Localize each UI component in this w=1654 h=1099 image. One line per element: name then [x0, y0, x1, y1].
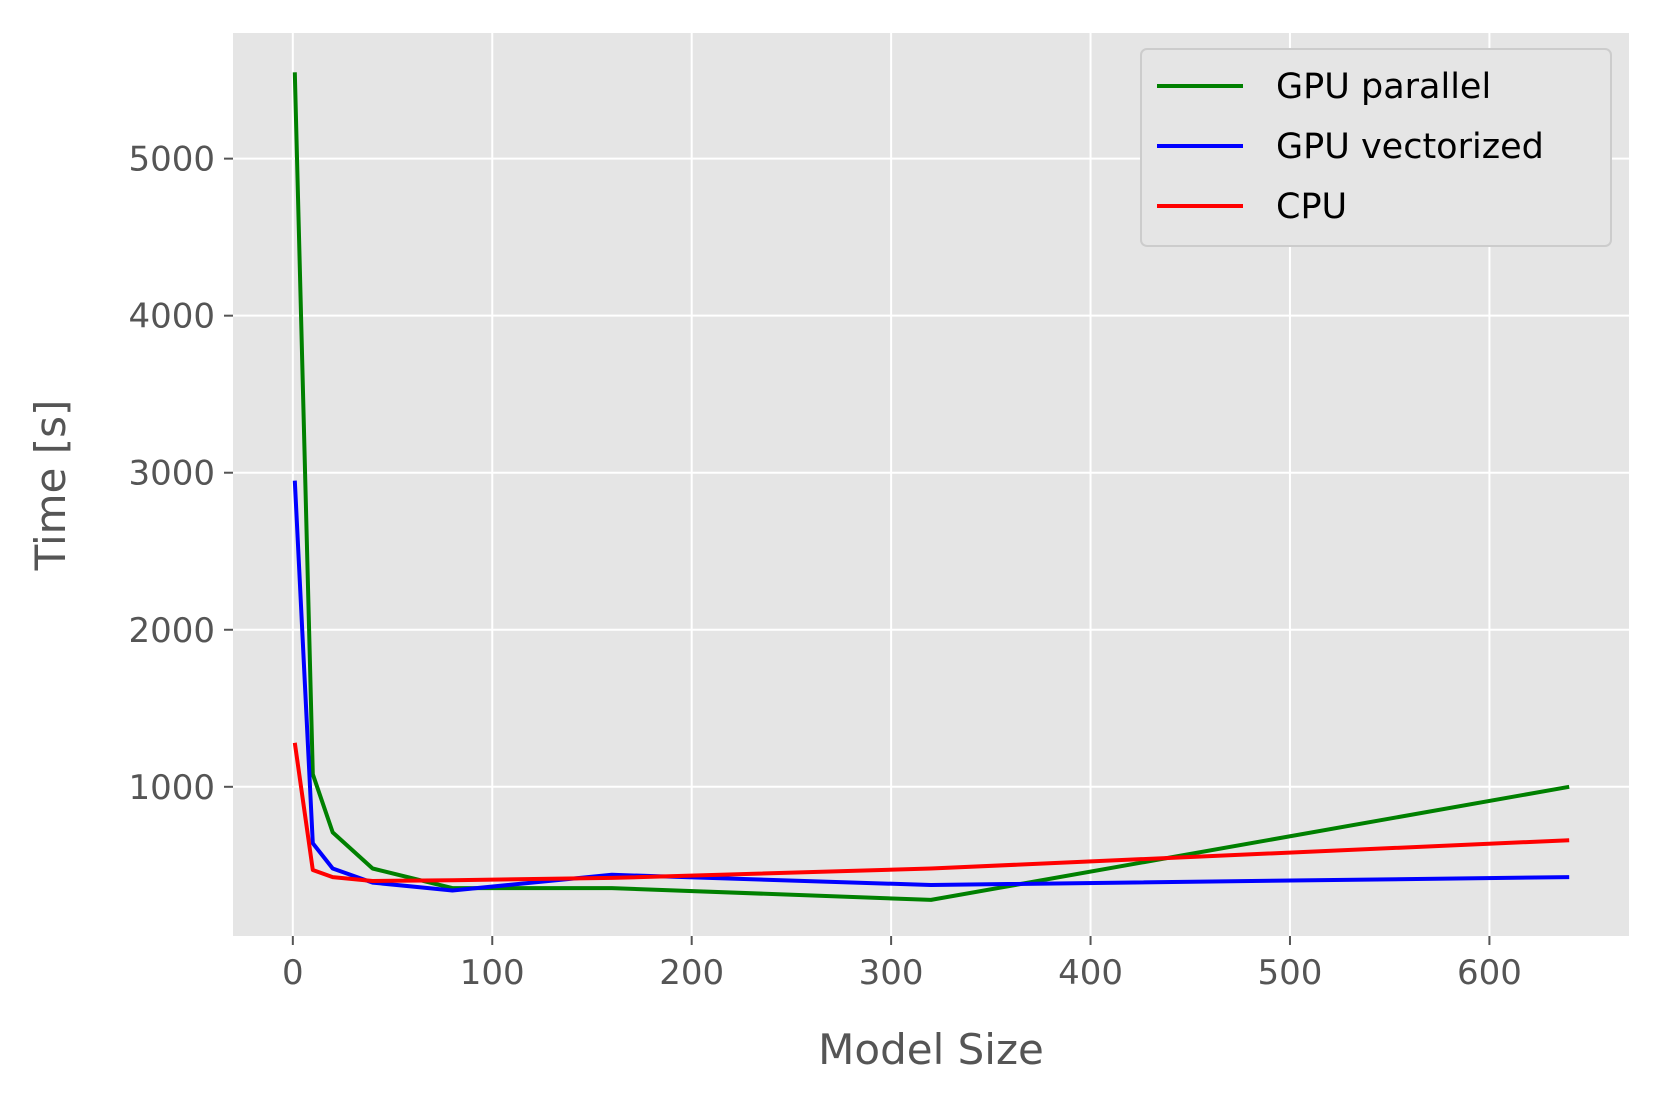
x-tick-label: 500 — [1258, 953, 1323, 993]
y-tick-label: 4000 — [128, 297, 215, 337]
series-lines — [292, 72, 1570, 902]
series-line-gpu-vectorized — [292, 480, 1570, 893]
x-tick-label: 100 — [460, 953, 525, 993]
legend-label-gpu-vectorized: GPU vectorized — [1276, 127, 1544, 167]
grid-lines — [233, 33, 1629, 936]
x-tick-label: 600 — [1457, 953, 1522, 993]
x-tick-label: 200 — [659, 953, 724, 993]
y-axis-label: Time [s] — [26, 400, 75, 572]
x-tick-label: 0 — [282, 953, 304, 993]
x-axis-label: Model Size — [818, 1025, 1044, 1074]
x-tick-label: 300 — [859, 953, 924, 993]
axis-ticks: 0 100 200 300 400 500 600 1000 2000 3000 4000 5000 — [128, 140, 1521, 993]
legend-label-cpu: CPU — [1276, 187, 1347, 227]
y-tick-label: 5000 — [128, 140, 215, 180]
legend-box — [1140, 48, 1612, 247]
legend-label-gpu-parallel: GPU parallel — [1276, 67, 1491, 107]
x-tick-label: 400 — [1058, 953, 1123, 993]
series-line-cpu — [292, 742, 1570, 883]
y-tick-label: 1000 — [128, 768, 215, 808]
y-tick-label: 2000 — [128, 611, 215, 651]
legend: GPU parallel GPU vectorized CPU — [1140, 48, 1612, 247]
y-tick-label: 3000 — [128, 454, 215, 494]
series-line-gpu-parallel — [292, 72, 1570, 902]
